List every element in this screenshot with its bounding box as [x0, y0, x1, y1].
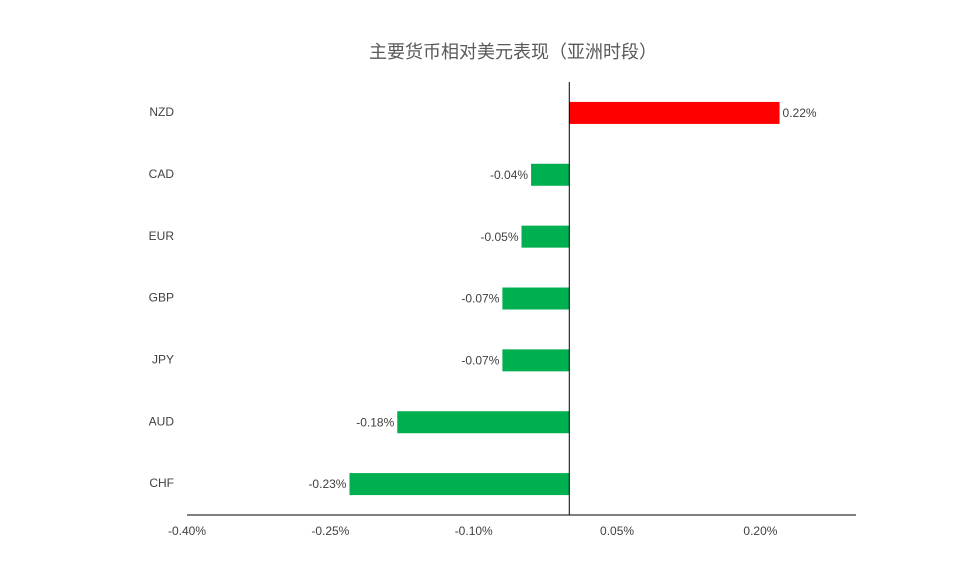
data-label: -0.07% [461, 354, 499, 368]
bar [531, 163, 570, 186]
bar [502, 349, 570, 372]
x-tick-label: -0.40% [168, 524, 206, 538]
y-tick-label: CAD [149, 167, 175, 181]
bar [397, 411, 570, 434]
data-label: -0.04% [490, 168, 528, 182]
bar [569, 101, 780, 124]
bar [521, 225, 570, 248]
bar [502, 287, 570, 310]
x-tick-label: -0.25% [311, 524, 349, 538]
x-tick-label: 0.05% [600, 524, 634, 538]
y-tick-label: GBP [149, 291, 174, 305]
data-label: -0.05% [480, 230, 518, 244]
x-tick-label: 0.20% [743, 524, 777, 538]
data-label: -0.23% [308, 477, 346, 491]
data-label: -0.18% [356, 415, 394, 429]
bar [349, 473, 570, 496]
y-tick-label: JPY [152, 353, 174, 367]
y-tick-label: CHF [149, 476, 174, 490]
data-label: 0.22% [783, 106, 817, 120]
y-tick-label: EUR [149, 229, 175, 243]
y-tick-label: AUD [149, 414, 175, 428]
y-tick-label: NZD [149, 105, 174, 119]
x-tick-label: -0.10% [455, 524, 493, 538]
chart-title: 主要货币相对美元表现（亚洲时段） [369, 42, 657, 62]
data-label: -0.07% [461, 292, 499, 306]
